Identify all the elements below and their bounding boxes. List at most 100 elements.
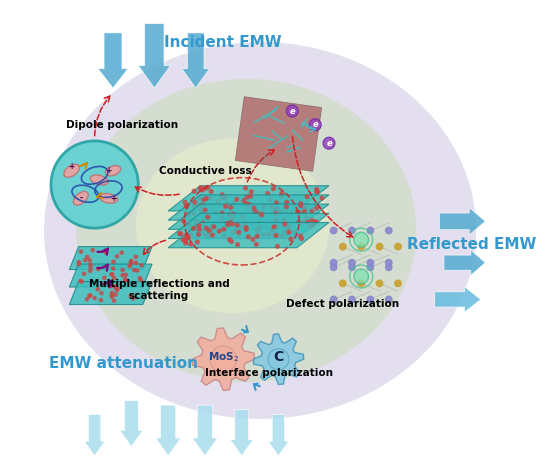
Circle shape [185,236,189,240]
Circle shape [268,349,289,370]
Circle shape [272,187,275,190]
Circle shape [110,273,113,276]
Text: Defect polarization: Defect polarization [286,299,399,309]
Circle shape [280,191,284,195]
Circle shape [245,195,249,199]
Circle shape [208,196,212,200]
Circle shape [249,190,253,194]
Polygon shape [168,204,329,230]
Circle shape [286,212,289,216]
Circle shape [331,227,337,234]
Circle shape [134,255,138,259]
Circle shape [230,222,234,226]
Circle shape [198,196,202,200]
Circle shape [79,250,82,253]
Circle shape [302,220,306,224]
Polygon shape [84,414,105,456]
Circle shape [252,208,256,212]
Circle shape [205,226,208,230]
Circle shape [140,264,143,267]
Circle shape [129,260,133,263]
Circle shape [367,260,373,266]
Circle shape [228,237,232,241]
Circle shape [273,208,277,212]
Circle shape [229,240,233,243]
Circle shape [279,194,283,198]
Circle shape [219,217,223,220]
Circle shape [237,233,240,236]
Circle shape [331,296,337,303]
Text: Conductive loss: Conductive loss [158,166,251,176]
Circle shape [367,296,373,303]
Circle shape [289,237,293,241]
Circle shape [305,216,309,219]
Circle shape [186,235,190,238]
Circle shape [349,260,355,266]
Circle shape [233,229,236,232]
Circle shape [310,209,314,213]
Circle shape [84,259,87,262]
Circle shape [386,264,392,271]
Circle shape [210,346,236,372]
Circle shape [302,210,306,213]
Circle shape [287,230,291,234]
Ellipse shape [105,165,120,176]
Text: C: C [273,350,284,364]
Circle shape [183,201,187,204]
Circle shape [257,211,261,214]
Circle shape [244,226,248,230]
Circle shape [257,221,261,225]
Circle shape [191,227,195,230]
Circle shape [124,278,127,281]
Circle shape [206,185,210,189]
Circle shape [283,222,287,226]
Circle shape [280,234,284,237]
Circle shape [237,230,240,234]
Circle shape [178,232,182,236]
Circle shape [89,266,92,269]
Polygon shape [192,405,218,456]
Circle shape [86,255,89,259]
Text: +: + [69,162,75,171]
Circle shape [251,212,255,215]
Polygon shape [192,328,255,390]
Text: e: e [312,120,318,129]
Circle shape [299,204,303,207]
Circle shape [261,210,265,214]
Circle shape [298,211,301,214]
Circle shape [313,220,317,224]
Circle shape [289,213,293,216]
Circle shape [216,200,220,203]
Circle shape [116,287,119,290]
Polygon shape [168,195,329,220]
Circle shape [226,224,230,227]
Circle shape [315,190,319,194]
Circle shape [123,279,126,282]
Circle shape [309,119,321,131]
Circle shape [281,203,285,207]
Circle shape [288,223,292,226]
Circle shape [354,232,369,247]
Text: +: + [110,194,116,203]
Circle shape [131,297,135,300]
Circle shape [189,242,192,246]
Circle shape [111,291,114,295]
Circle shape [215,212,218,215]
Text: Dipole polarization: Dipole polarization [66,120,178,130]
Circle shape [51,141,138,228]
Circle shape [395,280,401,287]
Circle shape [110,284,113,287]
Circle shape [91,248,94,252]
Circle shape [349,227,355,234]
Circle shape [217,229,221,233]
Circle shape [311,223,315,227]
Circle shape [186,223,190,226]
Circle shape [235,197,239,201]
Circle shape [89,263,92,266]
Circle shape [100,291,103,295]
Circle shape [305,195,309,199]
Circle shape [315,188,318,191]
Circle shape [226,223,230,226]
Circle shape [245,223,249,226]
Circle shape [266,192,270,195]
